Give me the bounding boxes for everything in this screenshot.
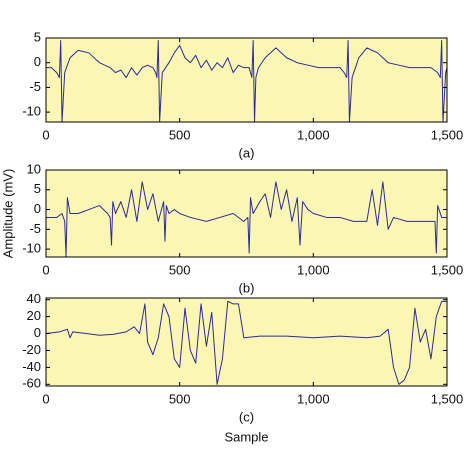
y-tick-label: -5 (29, 79, 41, 94)
plot-area (46, 38, 447, 122)
x-tick-label: 0 (42, 127, 49, 142)
panel-label: (c) (239, 409, 254, 424)
x-tick-label: 500 (169, 391, 191, 406)
x-tick-label: 1,000 (297, 127, 330, 142)
y-axis-label: Amplitude (mV) (0, 169, 15, 259)
x-tick-label: 500 (169, 127, 191, 142)
y-tick-label: 0 (34, 54, 41, 69)
y-tick-label: 5 (34, 181, 41, 196)
x-tick-label: 500 (169, 262, 191, 277)
plot-frame (45, 169, 448, 258)
y-tick-label: 0 (34, 201, 41, 216)
y-tick-label: -5 (29, 221, 41, 236)
y-tick-label: 20 (27, 308, 41, 323)
x-tick-label: 1,000 (297, 391, 330, 406)
x-tick-label: 0 (42, 262, 49, 277)
x-tick-label: 1,500 (431, 127, 464, 142)
signal-line (46, 39, 448, 123)
plot-frame (45, 297, 448, 387)
x-tick-label: 1,500 (431, 391, 464, 406)
y-tick-label: -60 (22, 376, 41, 391)
plot-frame (45, 37, 448, 123)
x-tick-label: 1,000 (297, 262, 330, 277)
y-tick-label: -10 (22, 104, 41, 119)
panel-label: (b) (239, 280, 255, 295)
y-tick-label: -40 (22, 359, 41, 374)
y-tick-label: 5 (34, 29, 41, 44)
x-tick-label: 1,500 (431, 262, 464, 277)
y-tick-label: -10 (22, 241, 41, 256)
plot-area (46, 298, 447, 386)
panel-label: (a) (239, 145, 255, 160)
y-tick-label: 10 (27, 161, 41, 176)
y-tick-label: 40 (27, 291, 41, 306)
x-tick-label: 0 (42, 391, 49, 406)
y-tick-label: -20 (22, 342, 41, 357)
signal-line (45, 300, 447, 385)
signal-line (46, 181, 447, 258)
y-tick-label: 0 (34, 325, 41, 340)
x-axis-label: Sample (224, 429, 268, 444)
